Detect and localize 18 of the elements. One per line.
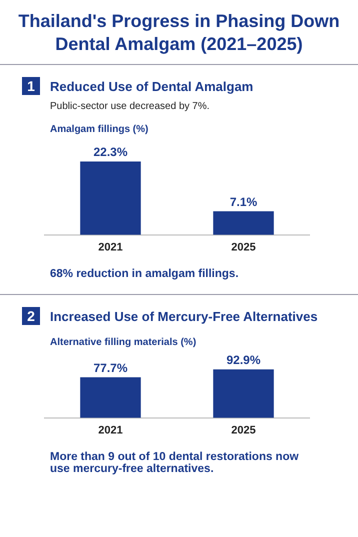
x-tick-label: 2025 (231, 424, 256, 436)
chart-subtitle: Reduced Use of Dental Amalgam (50, 78, 254, 94)
chart-subtitle: Increased Use of Mercury-Free Alternatives (50, 308, 318, 324)
data-label: 77.7% (93, 360, 128, 375)
y-axis-title: Amalgam fillings (%) (49, 123, 150, 135)
y-axis-title: Alternative filling materials (%) (49, 336, 198, 348)
x-tick-label: 2021 (98, 241, 123, 254)
data-label: 7.1% (230, 194, 258, 209)
x-tick-label: 2021 (98, 424, 123, 436)
data-label: 22.3% (93, 145, 128, 160)
text: 2 (22, 307, 40, 325)
text: More than 9 out of 10 dental restorations now use mercury-free alternatives. (49, 450, 300, 477)
text: 68% reduction in amalgam fillings. (49, 267, 240, 282)
text: Public-sector use decreased by 7%. (49, 100, 211, 112)
chart-title: Thailand's Progress in Phasing Down Dental Amalgam (2021–2025) (17, 10, 341, 56)
data-label: 92.9% (226, 352, 261, 367)
x-tick-label: 2025 (231, 241, 256, 254)
text: 1 (22, 77, 40, 95)
